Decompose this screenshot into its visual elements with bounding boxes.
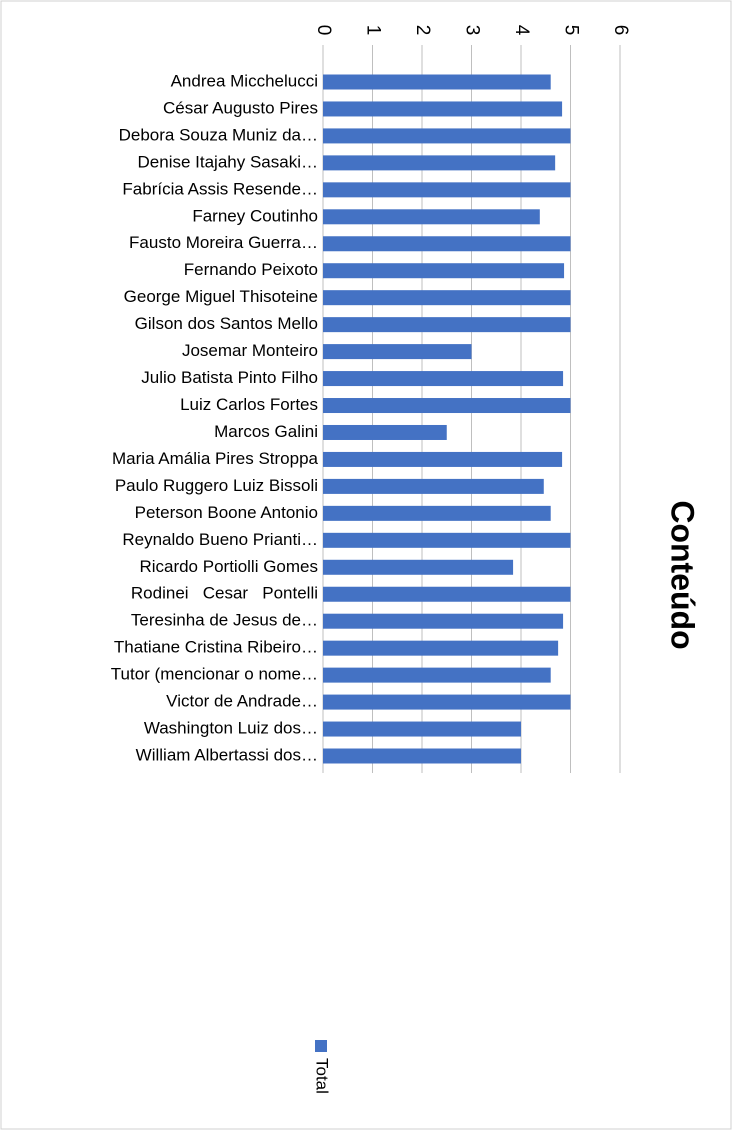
bar — [323, 236, 571, 252]
bar — [323, 721, 521, 737]
x-tick-label: 5 — [560, 25, 581, 36]
y-tick-label: Maria Amália Pires Stroppa — [112, 449, 319, 468]
y-tick-label: Debora Souza Muniz da… — [119, 125, 318, 144]
y-tick-label: Teresinha de Jesus de… — [131, 611, 318, 630]
bar — [323, 290, 571, 306]
bar — [323, 155, 556, 171]
y-tick-label: Ricardo Portiolli Gomes — [139, 557, 318, 576]
y-tick-label: Washington Luiz dos… — [144, 719, 318, 738]
bar — [323, 640, 559, 656]
y-tick-label: Julio Batista Pinto Filho — [141, 368, 318, 387]
x-tick-label: 6 — [610, 25, 631, 36]
bar — [323, 478, 544, 494]
legend-swatch — [315, 1040, 327, 1052]
y-tick-label: Victor de Andrade… — [166, 692, 318, 711]
y-tick-label: Fabrícia Assis Resende… — [122, 179, 318, 198]
bar — [323, 559, 514, 575]
x-tick-label: 0 — [313, 25, 334, 36]
bar — [323, 344, 472, 360]
bar — [323, 128, 571, 144]
x-tick-label: 4 — [511, 25, 532, 36]
bar — [323, 263, 565, 279]
y-tick-label: William Albertassi dos… — [136, 745, 318, 764]
y-tick-label: Fernando Peixoto — [184, 260, 318, 279]
y-tick-label: Rodinei Cesar Pontelli — [131, 584, 318, 603]
bar — [323, 101, 563, 117]
bar — [323, 398, 571, 414]
bar — [323, 694, 571, 710]
bar — [323, 748, 521, 764]
y-tick-label: César Augusto Pires — [163, 98, 318, 117]
bar — [323, 667, 551, 683]
y-tick-label: Marcos Galini — [214, 422, 318, 441]
x-tick-label: 1 — [362, 25, 383, 36]
bar — [323, 505, 551, 521]
y-tick-label: Tutor (mencionar o nome… — [111, 665, 318, 684]
y-tick-label: Reynaldo Bueno Prianti… — [122, 530, 318, 549]
bar — [323, 74, 551, 90]
x-tick-label: 2 — [412, 25, 433, 36]
y-tick-label: Farney Coutinho — [192, 206, 318, 225]
y-tick-label: Paulo Ruggero Luiz Bissoli — [115, 476, 318, 495]
bar — [323, 209, 540, 225]
y-tick-label: Gilson dos Santos Mello — [135, 314, 318, 333]
bar — [323, 424, 447, 440]
y-tick-label: Fausto Moreira Guerra… — [129, 233, 318, 252]
y-tick-label: Denise Itajahy Sasaki… — [138, 152, 318, 171]
y-tick-label: Andrea Micchelucci — [171, 71, 318, 90]
bar — [323, 317, 571, 333]
y-tick-label: Peterson Boone Antonio — [135, 503, 318, 522]
y-tick-label: George Miguel Thisoteine — [124, 287, 318, 306]
y-tick-label: Thatiane Cristina Ribeiro… — [114, 638, 318, 657]
bar — [323, 613, 564, 629]
y-tick-label: Luiz Carlos Fortes — [180, 395, 318, 414]
bar — [323, 532, 571, 548]
chart-title: Conteúdo — [665, 500, 701, 649]
legend-label: Total — [313, 1058, 332, 1094]
bar — [323, 586, 571, 602]
bar — [323, 182, 571, 198]
x-tick-label: 3 — [461, 25, 482, 36]
bar — [323, 451, 563, 467]
bar — [323, 371, 564, 387]
y-tick-label: Josemar Monteiro — [182, 341, 318, 360]
